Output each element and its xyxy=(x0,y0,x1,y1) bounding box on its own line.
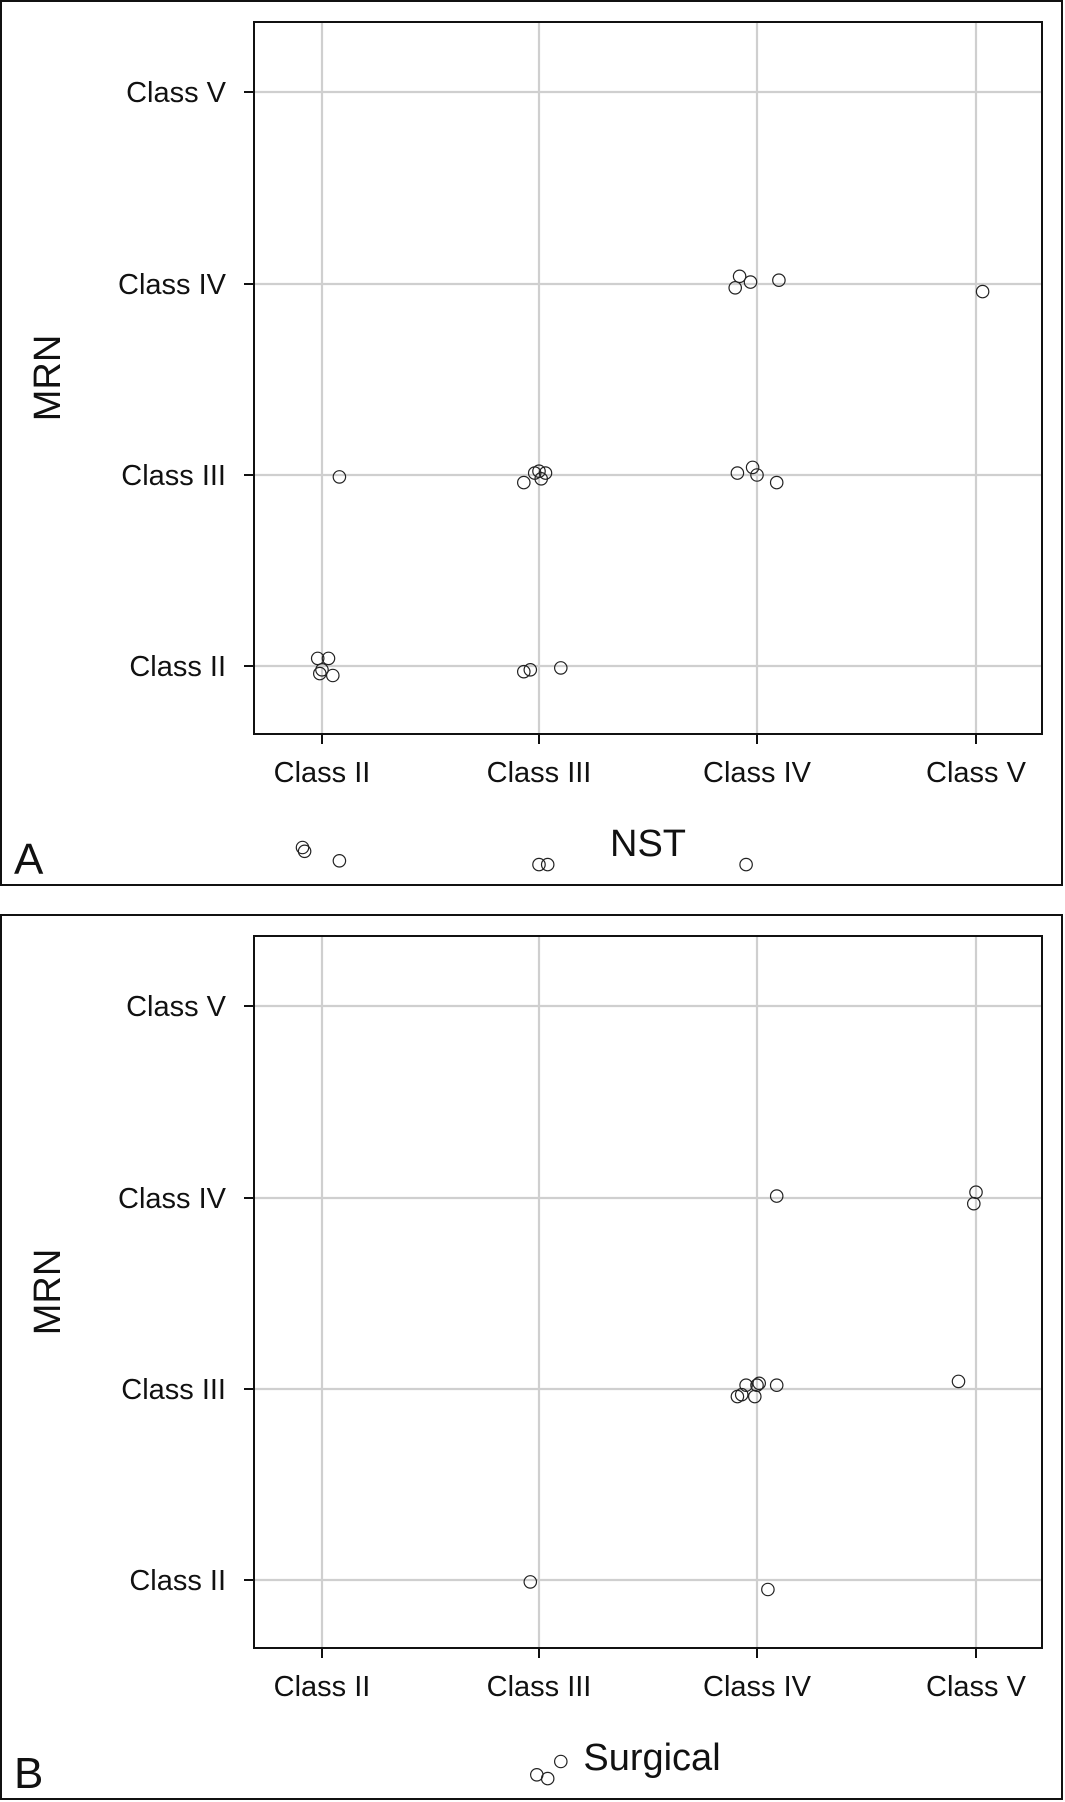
plot-frame xyxy=(253,935,1043,1649)
x-tick-label: Class IV xyxy=(703,757,812,789)
data-point xyxy=(315,662,329,677)
data-point xyxy=(325,668,340,683)
data-point xyxy=(553,1754,568,1769)
y-tick-label: Class II xyxy=(129,1565,226,1597)
data-point xyxy=(516,664,531,679)
data-point xyxy=(769,1189,784,1203)
y-tick-label: Class III xyxy=(121,1374,226,1406)
data-point xyxy=(739,857,753,872)
plot-frame xyxy=(253,21,1043,735)
data-point xyxy=(321,651,336,666)
data-point xyxy=(532,857,546,872)
panel-a: Class II Class III Class IV Class V Class I… xyxy=(0,0,1063,886)
data-point xyxy=(966,1196,981,1211)
x-tick-label: Class II xyxy=(274,1671,371,1703)
x-tick-label: Class III xyxy=(487,1671,592,1703)
x-tick-label: Class II xyxy=(274,757,371,789)
data-point xyxy=(540,1771,555,1786)
data-point xyxy=(743,275,758,289)
data-point xyxy=(728,280,742,295)
x-tick-label: Class V xyxy=(926,757,1027,789)
data-point xyxy=(332,853,347,868)
panel-b: Class II Class III Class IV Class V Class I… xyxy=(0,914,1063,1800)
x-axis-title: Surgical xyxy=(583,1737,720,1779)
data-point xyxy=(772,273,786,287)
data-point xyxy=(516,475,531,490)
x-tick-label: Class V xyxy=(926,1671,1027,1703)
data-point xyxy=(532,464,546,478)
x-tick-label: Class III xyxy=(487,757,592,789)
y-tick-label: Class V xyxy=(126,991,227,1023)
data-point xyxy=(332,470,347,484)
panel-label: A xyxy=(14,835,44,884)
y-tick-label: Class V xyxy=(126,77,227,109)
data-point xyxy=(538,466,553,480)
data-point xyxy=(769,1378,784,1392)
data-point xyxy=(312,666,327,681)
panel-label: B xyxy=(14,1749,43,1798)
data-point xyxy=(752,1376,766,1391)
data-point xyxy=(730,466,745,480)
y-tick-label: Class IV xyxy=(118,269,227,301)
data-point xyxy=(732,269,747,284)
scatter-chart-a: Class II Class III Class IV Class V Class I… xyxy=(14,21,1043,884)
data-point xyxy=(951,1374,966,1389)
data-point xyxy=(761,1582,775,1597)
data-point xyxy=(297,844,312,859)
scatter-chart-b: Class II Class III Class IV Class V Class I… xyxy=(14,935,1043,1798)
data-point xyxy=(739,1378,753,1392)
x-axis-title: NST xyxy=(610,823,686,865)
data-point xyxy=(553,661,568,675)
y-tick-label: Class IV xyxy=(118,1183,227,1215)
data-point xyxy=(734,1387,749,1402)
data-point xyxy=(295,840,310,855)
data-point xyxy=(523,1575,538,1589)
data-point xyxy=(540,857,555,872)
x-tick-label: Class IV xyxy=(703,1671,812,1703)
data-point xyxy=(750,468,764,482)
y-axis-title: MRN xyxy=(27,335,69,422)
y-tick-label: Class II xyxy=(129,651,226,683)
data-point xyxy=(747,1389,762,1404)
data-point xyxy=(745,460,760,475)
y-tick-label: Class III xyxy=(121,460,226,492)
data-point xyxy=(769,475,784,490)
data-point xyxy=(523,662,538,677)
data-point xyxy=(975,284,990,299)
y-axis-title: MRN xyxy=(27,1249,69,1336)
